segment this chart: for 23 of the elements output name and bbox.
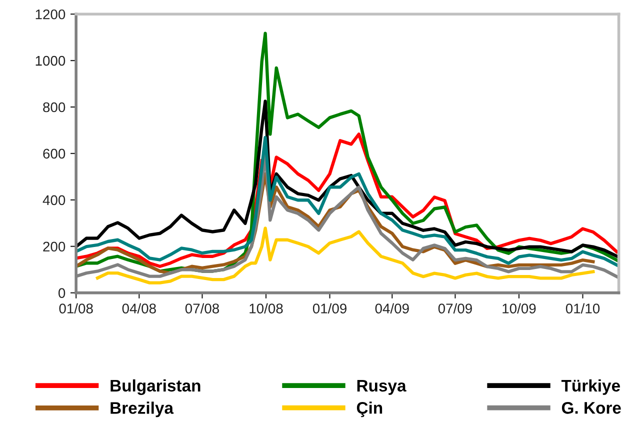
x-tick-label: 07/08 [185,303,219,314]
y-tick-label: 800 [43,102,66,112]
y-tick-label: 1000 [36,56,66,66]
legend-label: G. Kore [562,402,621,414]
x-tick-label: 07/09 [438,303,472,314]
legend-label: Bulgaristan [110,379,200,395]
legend-label: Türkiye [561,379,620,395]
legend-label: Rusya [357,380,406,395]
x-tick-label: 01/08 [59,303,93,314]
x-tick-label: 01/10 [566,303,600,314]
y-tick-label: 1200 [36,9,66,20]
line-series [96,226,595,284]
legend-label: Brezilya [110,402,174,418]
y-tick-label: 0 [58,288,66,298]
y-tick-label: 400 [42,195,66,206]
x-tick-label: 01/09 [312,303,346,314]
legend-label: Çin [356,402,382,418]
y-tick-label: 200 [43,242,66,252]
x-tick-label: 04/09 [375,303,409,314]
y-tick-label: 600 [43,148,66,159]
x-tick-label: 04/08 [122,303,156,314]
x-tick-label: 10/09 [502,303,536,314]
x-tick-label: 10/08 [250,303,283,314]
